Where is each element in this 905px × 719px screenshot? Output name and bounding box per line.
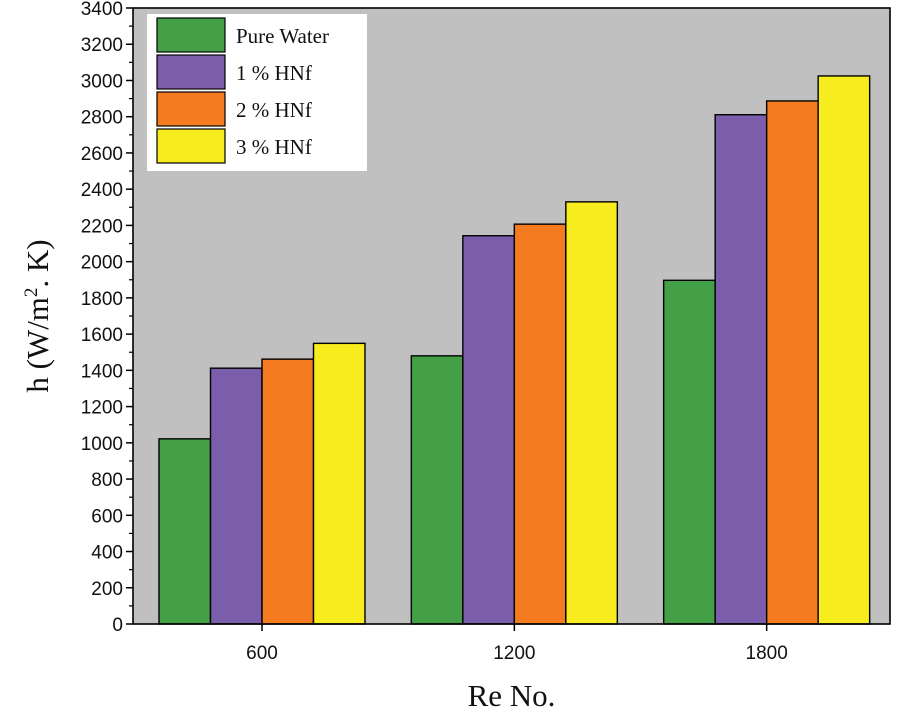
y-tick-label: 3200 bbox=[81, 35, 123, 56]
y-tick-label: 600 bbox=[91, 506, 123, 527]
bar-1-hnf-1200 bbox=[462, 235, 516, 625]
bar-1-hnf-600 bbox=[209, 367, 263, 625]
y-tick-label: 800 bbox=[91, 470, 123, 491]
legend-swatch bbox=[156, 91, 226, 127]
x-tick-label: 1800 bbox=[746, 643, 788, 664]
y-tick-label: 1200 bbox=[81, 398, 123, 419]
x-tick-label: 1200 bbox=[493, 643, 535, 664]
bar-3-hnf-600 bbox=[312, 342, 366, 625]
y-tick-label: 3400 bbox=[81, 0, 123, 20]
x-axis-title: Re No. bbox=[468, 678, 556, 713]
legend: Pure Water 1 % HNf 2 % HNf 3 % HNf bbox=[147, 14, 367, 171]
y-tick-label: 0 bbox=[112, 615, 123, 636]
y-tick-label: 1600 bbox=[81, 325, 123, 346]
legend-swatch bbox=[156, 54, 226, 90]
legend-label: 2 % HNf bbox=[236, 98, 312, 122]
plot-frame bbox=[132, 7, 891, 625]
bar-pure-water-600 bbox=[158, 438, 212, 625]
y-axis-title-tail: . K) bbox=[20, 239, 55, 287]
y-tick-label: 3000 bbox=[81, 71, 123, 92]
y-tick-label: 200 bbox=[91, 579, 123, 600]
bar-2-hnf-600 bbox=[261, 358, 315, 625]
bar-3-hnf-1200 bbox=[565, 201, 619, 625]
y-tick-label: 2800 bbox=[81, 108, 123, 129]
legend-swatch bbox=[156, 128, 226, 164]
y-tick-label: 1000 bbox=[81, 434, 123, 455]
legend-label: Pure Water bbox=[236, 24, 329, 48]
bar-pure-water-1800 bbox=[662, 279, 716, 625]
y-tick-label: 2200 bbox=[81, 216, 123, 237]
y-axis-title-main: h (W/m bbox=[20, 297, 55, 393]
legend-swatch bbox=[156, 17, 226, 53]
bar-1-hnf-1800 bbox=[714, 114, 768, 625]
y-tick-label: 2000 bbox=[81, 253, 123, 274]
y-axis-title: h (W/m2. K) bbox=[20, 239, 55, 392]
x-tick-label: 600 bbox=[246, 643, 278, 664]
bar-pure-water-1200 bbox=[410, 355, 464, 625]
bar-2-hnf-1200 bbox=[513, 223, 567, 625]
y-tick-label: 400 bbox=[91, 543, 123, 564]
bars-group bbox=[158, 75, 871, 625]
legend-label: 1 % HNf bbox=[236, 61, 312, 85]
y-axis: 0 200 400 600 800 1000 1200 1400 1600 1800 2000 220… bbox=[81, 0, 133, 636]
legend-label: 3 % HNf bbox=[236, 135, 312, 159]
y-tick-label: 1800 bbox=[81, 289, 123, 310]
y-axis-title-superscript: 2 bbox=[21, 288, 42, 298]
x-axis: 600 1200 1800 bbox=[246, 624, 788, 664]
bar-3-hnf-1800 bbox=[817, 75, 871, 625]
y-tick-label: 1400 bbox=[81, 361, 123, 382]
y-tick-label: 2600 bbox=[81, 144, 123, 165]
y-tick-label: 2400 bbox=[81, 180, 123, 201]
bar-2-hnf-1800 bbox=[765, 100, 819, 625]
